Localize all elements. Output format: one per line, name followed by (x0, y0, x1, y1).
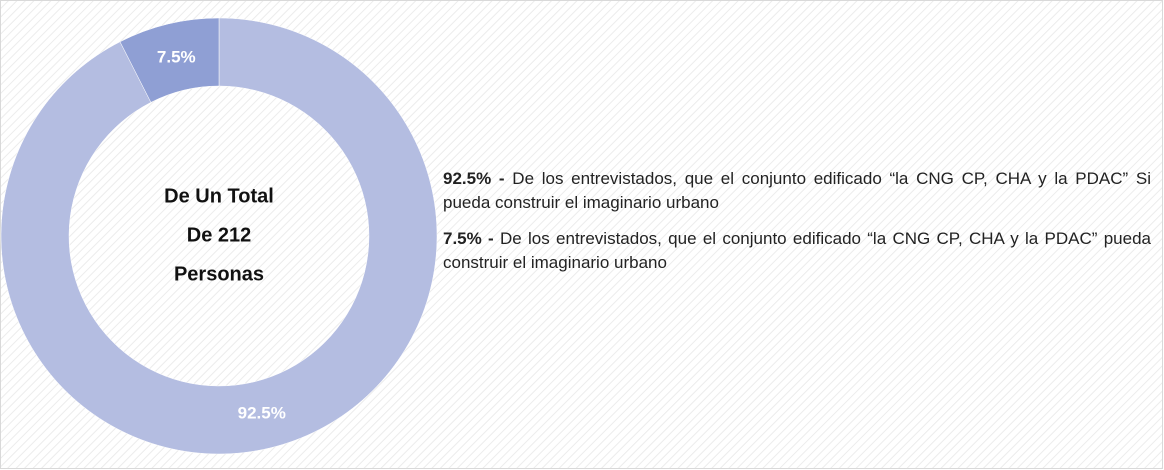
annotation-text: De los entrevistados, que el conjunto ed… (443, 169, 1151, 212)
center-text: De Un Total De 212 Personas (164, 185, 274, 285)
annotation: 7.5% - De los entrevistados, que el conj… (443, 227, 1151, 275)
annotation-bold: 7.5% - (443, 229, 494, 248)
donut-slice (119, 17, 220, 103)
center-line: De 212 (187, 224, 252, 246)
center-line: Personas (174, 263, 264, 285)
annotation-bold: 92.5% - (443, 169, 505, 188)
annotation: 92.5% - De los entrevistados, que el con… (443, 167, 1151, 215)
value-label: 7.5% (157, 48, 196, 67)
annotations: 92.5% - De los entrevistados, que el con… (443, 167, 1151, 287)
annotation-text: De los entrevistados, que el conjunto ed… (443, 229, 1151, 272)
value-label: 92.5% (238, 403, 286, 422)
donut-slice (0, 17, 438, 455)
center-line: De Un Total (164, 185, 274, 207)
donut: 92.5% 7.5% (0, 17, 438, 455)
